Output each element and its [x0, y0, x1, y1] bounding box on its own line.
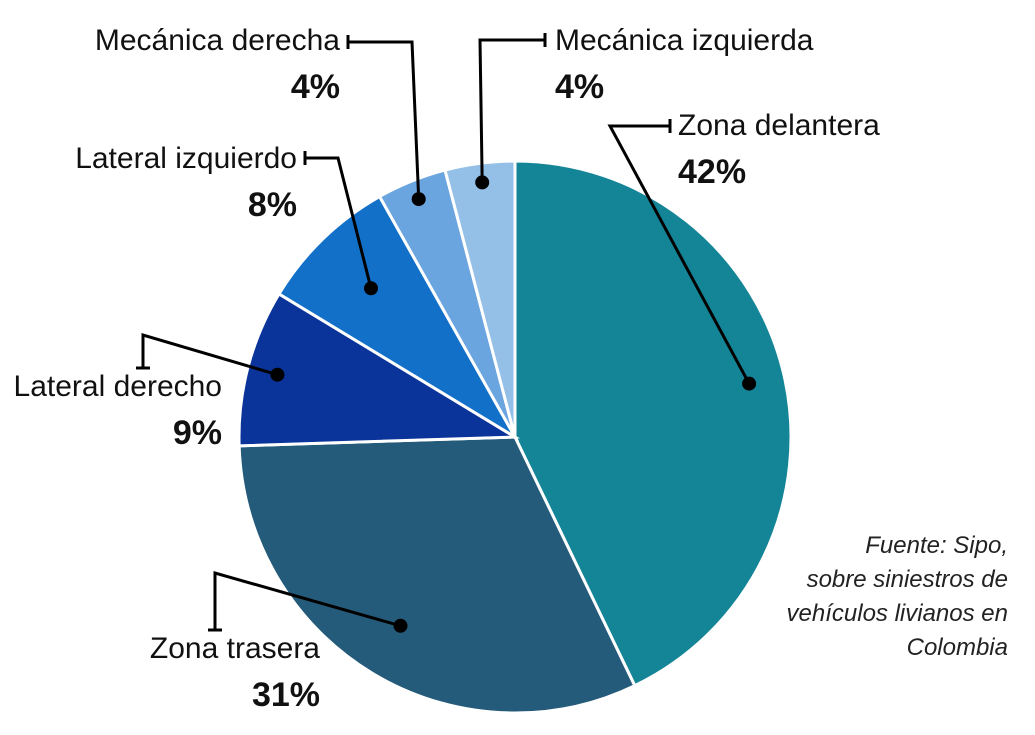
value-label-zona-delantera: 42% — [678, 153, 746, 191]
category-label-mecanica-derecha: Mecánica derecha — [95, 24, 340, 57]
category-label-zona-delantera: Zona delantera — [678, 109, 880, 142]
source-note-line: vehículos livianos en — [787, 600, 1008, 627]
source-note-line: Colombia — [907, 634, 1008, 661]
value-label-lateral-derecho: 9% — [173, 414, 222, 452]
pie-slice-zona-trasera — [237, 435, 637, 715]
leader-lines — [136, 33, 757, 633]
value-label-zona-trasera: 31% — [252, 676, 320, 714]
leader-line-zona-delantera — [607, 124, 751, 385]
leader-dot-mecanica-izquierda — [475, 175, 490, 190]
value-label-mecanica-izquierda: 4% — [555, 68, 604, 106]
leader-line-mecanica-derecha — [348, 40, 421, 200]
source-note-line: sobre siniestros de — [807, 566, 1008, 593]
leader-dot-zona-delantera — [742, 376, 757, 391]
source-note: Fuente: Sipo, sobre siniestros de vehículo… — [787, 532, 1008, 661]
value-label-mecanica-derecha: 4% — [291, 68, 340, 106]
category-label-lateral-izquierdo: Lateral izquierdo — [75, 142, 297, 175]
category-label-zona-trasera: Zona trasera — [150, 632, 320, 665]
leader-dot-mecanica-derecha — [411, 192, 426, 207]
slice-labels: Zona delantera 42% Zona trasera 31% Lateral … — [14, 24, 881, 714]
pie-slice-mecanica-izquierda — [443, 159, 517, 438]
leader-line-mecanica-izquierda — [478, 38, 545, 183]
pie-slice-lateral-izquierdo — [276, 194, 520, 442]
leader-dot-zona-trasera — [393, 618, 408, 633]
leader-line-lateral-izquierdo — [305, 156, 373, 289]
leader-dot-lateral-izquierdo — [364, 281, 378, 296]
source-note-line: Fuente: Sipo, — [865, 532, 1008, 559]
pie-slice-zona-delantera — [513, 159, 793, 688]
pie-slices — [237, 159, 793, 715]
leader-line-zona-trasera — [213, 571, 401, 630]
value-label-lateral-izquierdo: 8% — [248, 186, 297, 224]
category-label-lateral-derecho: Lateral derecho — [14, 370, 222, 403]
category-label-mecanica-izquierda: Mecánica izquierda — [555, 24, 814, 57]
leader-line-lateral-derecho — [141, 332, 278, 377]
leader-dot-lateral-derecho — [270, 367, 285, 382]
